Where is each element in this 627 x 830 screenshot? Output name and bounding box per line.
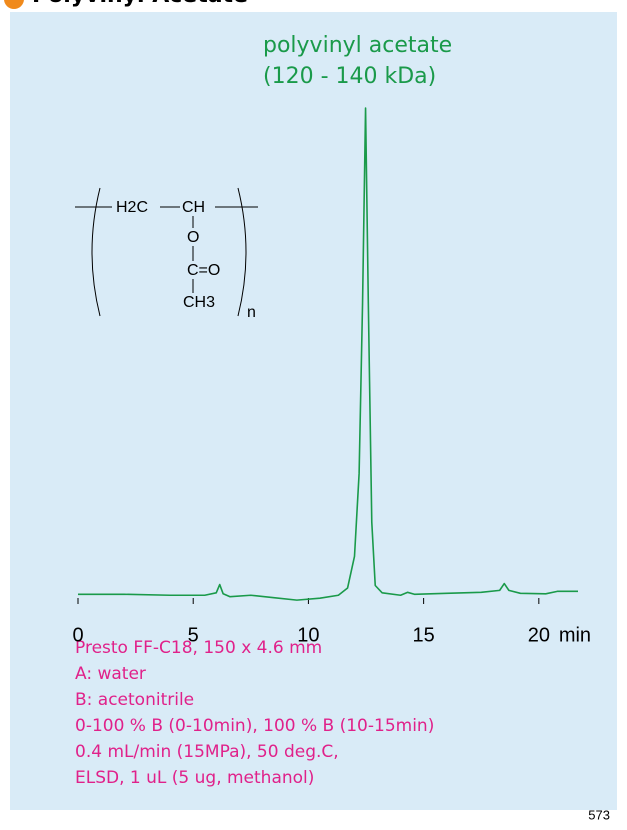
chromatogram-line bbox=[78, 107, 578, 601]
condition: ELSD, 1 uL (5 ug, methanol) bbox=[75, 768, 314, 788]
x-tick-label: 0 bbox=[72, 624, 83, 646]
x-axis-label: min bbox=[559, 624, 591, 646]
header-icon bbox=[4, 0, 24, 9]
atom-label: CH3 bbox=[183, 294, 215, 311]
atom-label: H2C bbox=[116, 199, 148, 216]
condition: A: water bbox=[75, 664, 146, 684]
atom-label: C=O bbox=[187, 262, 220, 279]
x-tick-label: 5 bbox=[188, 624, 199, 646]
annotation: polyvinyl acetate bbox=[263, 33, 452, 58]
x-tick-label: 20 bbox=[528, 624, 550, 646]
bracket bbox=[91, 187, 101, 317]
x-tick-label: 10 bbox=[297, 624, 319, 646]
panel bbox=[10, 12, 617, 810]
x-tick-label: 15 bbox=[412, 624, 434, 646]
condition: Presto FF-C18, 150 x 4.6 mm bbox=[75, 638, 322, 658]
annotation: (120 - 140 kDa) bbox=[263, 64, 436, 89]
condition: 0.4 mL/min (15MPa), 50 deg.C, bbox=[75, 742, 339, 762]
header-title: Polyvinyl Acetate bbox=[32, 0, 248, 8]
condition: 0-100 % B (0-10min), 100 % B (10-15min) bbox=[75, 716, 434, 736]
subscript: n bbox=[247, 304, 256, 321]
bracket bbox=[237, 187, 247, 317]
atom-label: CH bbox=[182, 199, 205, 216]
atom-label: O bbox=[187, 229, 199, 246]
structure bbox=[75, 187, 258, 317]
condition: B: acetonitrile bbox=[75, 690, 194, 710]
page-number: 573 bbox=[588, 807, 610, 822]
